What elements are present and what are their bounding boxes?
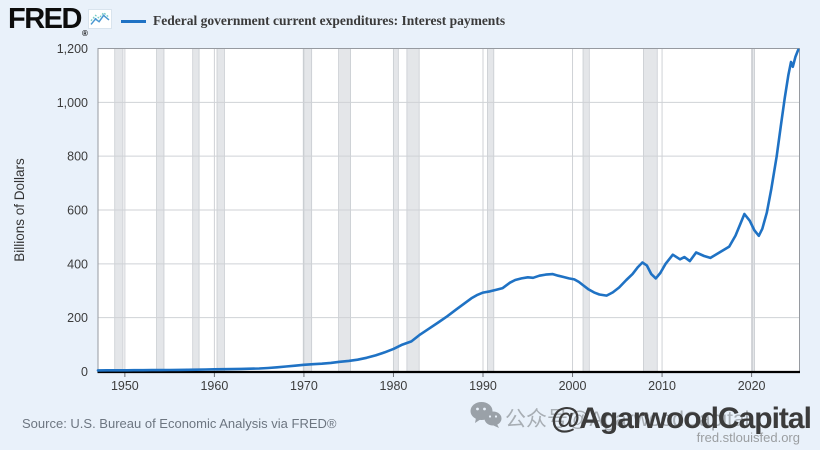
y-tick-label: 800 xyxy=(67,150,88,164)
x-tick-label: 1990 xyxy=(469,379,497,393)
data-line xyxy=(96,48,800,372)
x-tick-label: 2010 xyxy=(648,379,676,393)
x-tick-label: 1950 xyxy=(111,379,139,393)
y-tick-label: 0 xyxy=(81,365,88,379)
y-axis-title: Billions of Dollars xyxy=(12,158,27,262)
site-url: fred.stlouisfed.org xyxy=(696,430,800,445)
fred-logo-text: FRED xyxy=(8,3,82,35)
y-tick-label: 1,000 xyxy=(57,96,88,110)
registered-mark: ® xyxy=(81,29,88,38)
wechat-icon xyxy=(470,402,502,428)
source-text: Source: U.S. Bureau of Economic Analysis… xyxy=(22,416,337,431)
y-tick-label: 200 xyxy=(67,311,88,325)
x-tick-label: 2000 xyxy=(559,379,587,393)
fred-logo: FRED® xyxy=(8,3,88,38)
x-tick-label: 1980 xyxy=(380,379,408,393)
x-tick-label: 1970 xyxy=(290,379,318,393)
y-tick-label: 600 xyxy=(67,204,88,218)
legend-line-swatch xyxy=(121,19,146,23)
chart-legend: Federal government current expenditures:… xyxy=(121,12,505,30)
y-tick-label: 400 xyxy=(67,257,88,271)
x-tick-label: 1960 xyxy=(200,379,228,393)
y-tick-label: 1,200 xyxy=(57,42,88,56)
legend-label: Federal government current expenditures:… xyxy=(153,13,506,28)
fred-sparkline-icon xyxy=(88,9,112,29)
x-tick-label: 2020 xyxy=(738,379,766,393)
watermark-gray-text: 公众号@AgarwoodCapital xyxy=(505,408,750,431)
watermark-dark-text: @AgarwoodCapital xyxy=(551,402,812,435)
